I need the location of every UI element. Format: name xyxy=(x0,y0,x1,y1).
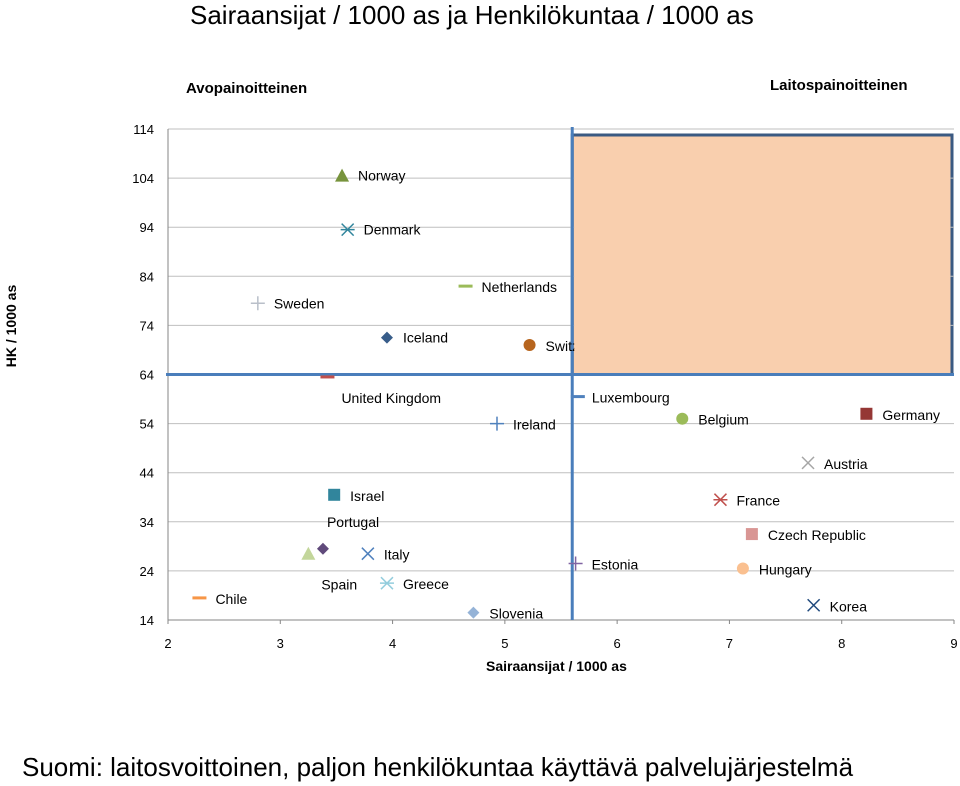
data-label-portugal: Portugal xyxy=(327,514,379,530)
marker-austria xyxy=(801,456,815,470)
x-tick-label: 9 xyxy=(950,636,957,651)
marker-estonia xyxy=(568,556,583,571)
data-label-ireland: Ireland xyxy=(513,417,556,433)
marker-portugal xyxy=(316,542,329,555)
marker-hungary xyxy=(736,562,749,575)
x-tick-label: 2 xyxy=(164,636,171,651)
data-label-iceland: Iceland xyxy=(403,330,448,346)
x-tick-label: 3 xyxy=(277,636,284,651)
x-axis-label: Sairaansijat / 1000 as xyxy=(486,658,627,674)
marker-switzerland xyxy=(523,339,536,352)
y-tick-label: 84 xyxy=(140,269,154,284)
region-label-right: Laitospainoitteinen xyxy=(770,77,908,94)
y-tick-label: 24 xyxy=(140,564,154,579)
marker-belgium xyxy=(676,412,689,425)
y-tick-label: 104 xyxy=(132,171,154,186)
data-label-denmark: Denmark xyxy=(364,222,422,238)
y-tick-label: 94 xyxy=(140,220,154,235)
x-tick-label: 5 xyxy=(501,636,508,651)
marker-israel xyxy=(328,488,341,501)
marker-slovenia xyxy=(467,606,480,619)
marker-italy xyxy=(361,547,375,561)
data-label-israel: Israel xyxy=(350,488,384,504)
y-tick-label: 54 xyxy=(140,417,154,432)
data-label-slovenia: Slovenia xyxy=(489,606,543,622)
x-tick-label: 4 xyxy=(389,636,396,651)
y-tick-label: 74 xyxy=(140,318,154,333)
marker-norway xyxy=(335,168,350,182)
data-label-spain: Spain xyxy=(321,577,357,593)
highlight-region-overlay xyxy=(574,137,950,373)
data-label-belgium: Belgium xyxy=(698,412,749,428)
chart-title: Sairaansijat / 1000 as ja Henkilökuntaa … xyxy=(190,0,754,30)
data-label-korea: Korea xyxy=(830,598,868,614)
marker-greece xyxy=(379,576,394,590)
x-tick-label: 8 xyxy=(838,636,845,651)
marker-ireland xyxy=(489,416,504,431)
data-label-luxembourg: Luxembourg xyxy=(592,390,670,406)
data-label-czech-republic: Czech Republic xyxy=(768,527,866,543)
data-label-germany: Germany xyxy=(882,407,940,423)
y-tick-label: 34 xyxy=(140,515,154,530)
data-label-hungary: Hungary xyxy=(759,561,812,577)
data-label-chile: Chile xyxy=(215,591,247,607)
marker-czech-republic xyxy=(745,528,758,541)
marker-denmark xyxy=(340,223,355,237)
x-tick-label: 6 xyxy=(614,636,621,651)
marker-korea xyxy=(807,598,821,612)
marker-germany xyxy=(860,407,873,420)
marker-iceland xyxy=(380,331,393,344)
region-label-left: Avopainoitteinen xyxy=(186,80,308,97)
marker-spain xyxy=(301,546,316,560)
data-label-italy: Italy xyxy=(384,547,410,563)
y-tick-label: 114 xyxy=(133,122,154,137)
data-label-estonia: Estonia xyxy=(592,557,639,573)
data-label-sweden: Sweden xyxy=(274,295,325,311)
y-tick-label: 64 xyxy=(140,368,154,383)
footer-caption: Suomi: laitosvoittoinen, paljon henkilök… xyxy=(22,752,854,782)
data-label-norway: Norway xyxy=(358,168,405,184)
data-label-greece: Greece xyxy=(403,576,449,592)
x-tick-label: 7 xyxy=(726,636,733,651)
data-label-united-kingdom: United Kingdom xyxy=(341,390,441,406)
data-label-austria: Austria xyxy=(824,456,868,472)
data-label-france: France xyxy=(736,493,780,509)
marker-france xyxy=(713,493,728,507)
y-tick-label: 44 xyxy=(140,466,154,481)
marker-sweden xyxy=(250,296,265,311)
y-tick-label: 14 xyxy=(140,613,154,628)
data-label-netherlands: Netherlands xyxy=(482,279,558,295)
